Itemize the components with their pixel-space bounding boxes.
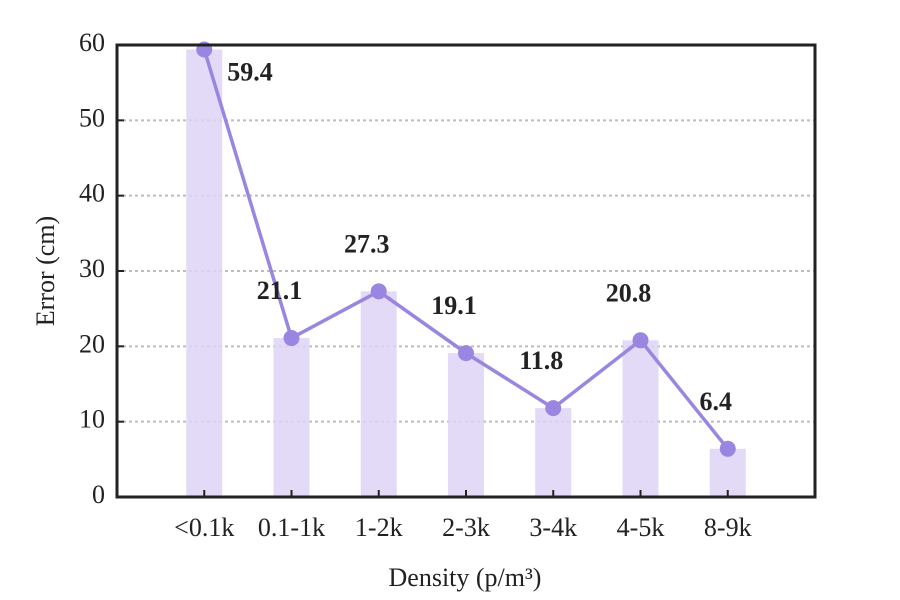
point	[370, 283, 387, 300]
value-label: 19.1	[431, 291, 477, 320]
value-label: 27.3	[344, 229, 390, 258]
value-label: 21.1	[257, 276, 303, 305]
value-label: 20.8	[606, 278, 652, 307]
x-tick-label: 4-5k	[617, 513, 665, 542]
y-tick-label: 40	[79, 179, 105, 208]
point	[719, 440, 736, 457]
point	[283, 330, 300, 347]
x-tick-label: 1-2k	[355, 513, 403, 542]
plot-frame	[115, 43, 817, 499]
y-tick-label: 60	[79, 28, 105, 57]
x-tick-label: <0.1k	[174, 513, 234, 542]
y-tick-label: 50	[79, 103, 105, 132]
x-tick-label: 3-4k	[529, 513, 577, 542]
x-axis-label: Density (p/m³)	[389, 563, 542, 592]
y-tick-label: 0	[92, 480, 105, 509]
bar	[360, 291, 397, 497]
point	[632, 332, 649, 349]
bar	[186, 49, 223, 498]
bar	[273, 338, 310, 497]
value-label: 59.4	[227, 57, 273, 86]
bar	[448, 353, 484, 497]
point	[545, 400, 562, 417]
bar	[709, 448, 746, 497]
value-label: 11.8	[519, 346, 563, 375]
y-tick-label: 20	[79, 329, 105, 358]
x-tick-label: 8-9k	[704, 513, 752, 542]
y-tick-label: 30	[79, 254, 105, 283]
x-tick-label: 0.1-1k	[258, 513, 325, 542]
bar	[535, 408, 572, 497]
y-tick-label: 10	[79, 405, 105, 434]
y-axis-label: Error (cm)	[31, 216, 60, 326]
x-tick-label: 2-3k	[442, 513, 490, 542]
bar	[622, 340, 659, 497]
value-label: 6.4	[700, 387, 733, 416]
point	[458, 345, 474, 362]
